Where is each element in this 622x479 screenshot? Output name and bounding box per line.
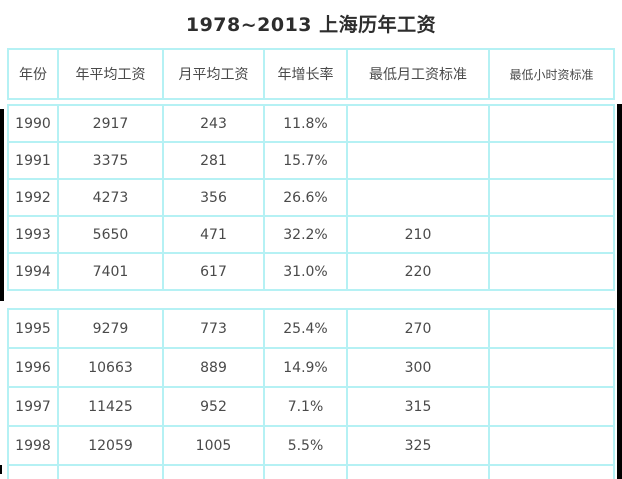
- table-cell: 300: [346, 347, 490, 388]
- table-cell: 11425: [57, 386, 164, 427]
- table-cell: 220: [346, 252, 490, 291]
- table-cell: 4273: [57, 178, 164, 217]
- table-row: 1993 5650 471 32.2% 210: [7, 215, 615, 254]
- column-header: 最低月工资标准: [346, 48, 490, 100]
- table-cell: [263, 464, 348, 479]
- table-cell: 243: [162, 104, 265, 143]
- table-cell: [346, 464, 490, 479]
- table-cell: 325: [346, 425, 490, 466]
- column-header: 年份: [7, 48, 59, 100]
- table-cell: [488, 104, 615, 143]
- black-bar-left: [0, 109, 4, 301]
- column-header: 年平均工资: [57, 48, 164, 100]
- table-cell: [488, 308, 615, 349]
- table-cell: 315: [346, 386, 490, 427]
- table-cell: 9279: [57, 308, 164, 349]
- black-bar-right: [617, 104, 622, 479]
- table-cell: 12059: [57, 425, 164, 466]
- table-row: 1996 10663 889 14.9% 300: [7, 347, 615, 388]
- table-cell: 1992: [7, 178, 59, 217]
- table-row: 1994 7401 617 31.0% 220: [7, 252, 615, 291]
- table-cell: 356: [162, 178, 265, 217]
- table-row: 1997 11425 952 7.1% 315: [7, 386, 615, 427]
- table-cell: [346, 104, 490, 143]
- table-cell: 1998: [7, 425, 59, 466]
- table-cell: 1991: [7, 141, 59, 180]
- table-cell: 1005: [162, 425, 265, 466]
- column-header: 最低小时资标准: [488, 48, 615, 100]
- table-cell: [488, 215, 615, 254]
- table-cell: 32.2%: [263, 215, 348, 254]
- table-cell: [488, 252, 615, 291]
- table-cell: 25.4%: [263, 308, 348, 349]
- table-cell: 1996: [7, 347, 59, 388]
- table-row: 1991 3375 281 15.7%: [7, 141, 615, 180]
- table-cell: [488, 141, 615, 180]
- wage-table-header: 年份 年平均工资 月平均工资 年增长率 最低月工资标准 最低小时资标准: [7, 48, 615, 100]
- table-cell: 889: [162, 347, 265, 388]
- table-row: 1992 4273 356 26.6%: [7, 178, 615, 217]
- table-row: 1995 9279 773 25.4% 270: [7, 308, 615, 349]
- table-cell: 5650: [57, 215, 164, 254]
- table-cell: [488, 178, 615, 217]
- table-cell: 270: [346, 308, 490, 349]
- table-cell: 15.7%: [263, 141, 348, 180]
- table-cell: 773: [162, 308, 265, 349]
- table-cell: 1990: [7, 104, 59, 143]
- table-cell: 14.9%: [263, 347, 348, 388]
- table-cell: 2917: [57, 104, 164, 143]
- table-cell: 1995: [7, 308, 59, 349]
- table-cell: [488, 425, 615, 466]
- table-cell: [57, 464, 164, 479]
- wage-table-block-1: 1990 2917 243 11.8% 1991 3375 281 15.7% 1992 4273…: [7, 104, 615, 291]
- table-cell: 3375: [57, 141, 164, 180]
- black-mark-bottom-left: [0, 465, 2, 474]
- table-cell: 281: [162, 141, 265, 180]
- table-cell: [162, 464, 265, 479]
- table-cell: 31.0%: [263, 252, 348, 291]
- table-cell: 1994: [7, 252, 59, 291]
- table-row: 1990 2917 243 11.8%: [7, 104, 615, 143]
- table-cell: 210: [346, 215, 490, 254]
- header-row: 年份 年平均工资 月平均工资 年增长率 最低月工资标准 最低小时资标准: [7, 48, 615, 100]
- table-cell: 7.1%: [263, 386, 348, 427]
- table-cell: [346, 141, 490, 180]
- table-cell: 26.6%: [263, 178, 348, 217]
- table-cell: [346, 178, 490, 217]
- wage-table-block-2: 1995 9279 773 25.4% 270 1996 10663 889 14.9% 300 1…: [7, 308, 615, 479]
- table-cell: 1993: [7, 215, 59, 254]
- table-cell: 1997: [7, 386, 59, 427]
- table-cell: [7, 464, 59, 479]
- table-row-partial: [7, 464, 615, 479]
- table-cell: 11.8%: [263, 104, 348, 143]
- column-header: 月平均工资: [162, 48, 265, 100]
- page-title: 1978~2013 上海历年工资: [185, 14, 437, 36]
- table-cell: 471: [162, 215, 265, 254]
- table-cell: 952: [162, 386, 265, 427]
- table-cell: [488, 464, 615, 479]
- table-cell: 617: [162, 252, 265, 291]
- table-cell: [488, 347, 615, 388]
- column-header: 年增长率: [263, 48, 348, 100]
- table-row: 1998 12059 1005 5.5% 325: [7, 425, 615, 466]
- table-cell: [488, 386, 615, 427]
- table-cell: 10663: [57, 347, 164, 388]
- table-cell: 7401: [57, 252, 164, 291]
- table-cell: 5.5%: [263, 425, 348, 466]
